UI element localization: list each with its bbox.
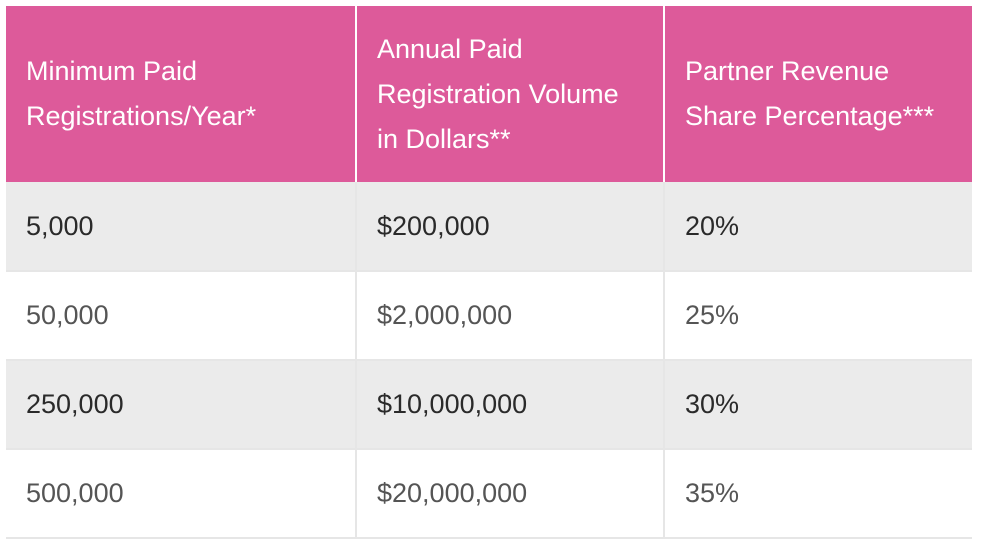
header-revenue-share: Partner Revenue Share Percentage*** xyxy=(664,6,972,182)
table-body: 5,000 $200,000 20% 50,000 $2,000,000 25%… xyxy=(6,182,972,539)
revenue-share-table-container: Minimum Paid Registrations/Year* Annual … xyxy=(6,6,972,539)
table-row: 250,000 $10,000,000 30% xyxy=(6,360,972,450)
cell-min-registrations: 5,000 xyxy=(6,182,357,272)
table-row: 50,000 $2,000,000 25% xyxy=(6,271,972,361)
cell-annual-volume: $2,000,000 xyxy=(356,271,665,361)
header-row: Minimum Paid Registrations/Year* Annual … xyxy=(6,6,972,182)
cell-min-registrations: 250,000 xyxy=(6,360,357,450)
cell-revenue-share: 20% xyxy=(664,182,972,272)
cell-min-registrations: 500,000 xyxy=(6,449,357,539)
cell-revenue-share: 25% xyxy=(664,271,972,361)
cell-revenue-share: 30% xyxy=(664,360,972,450)
cell-min-registrations: 50,000 xyxy=(6,271,357,361)
cell-annual-volume: $10,000,000 xyxy=(356,360,665,450)
cell-annual-volume: $20,000,000 xyxy=(356,449,665,539)
header-min-registrations: Minimum Paid Registrations/Year* xyxy=(6,6,357,182)
table-header: Minimum Paid Registrations/Year* Annual … xyxy=(6,6,972,182)
header-annual-volume: Annual Paid Registration Volume in Dolla… xyxy=(356,6,665,182)
revenue-share-table: Minimum Paid Registrations/Year* Annual … xyxy=(6,6,972,539)
cell-revenue-share: 35% xyxy=(664,449,972,539)
table-row: 5,000 $200,000 20% xyxy=(6,182,972,272)
table-row: 500,000 $20,000,000 35% xyxy=(6,449,972,539)
cell-annual-volume: $200,000 xyxy=(356,182,665,272)
